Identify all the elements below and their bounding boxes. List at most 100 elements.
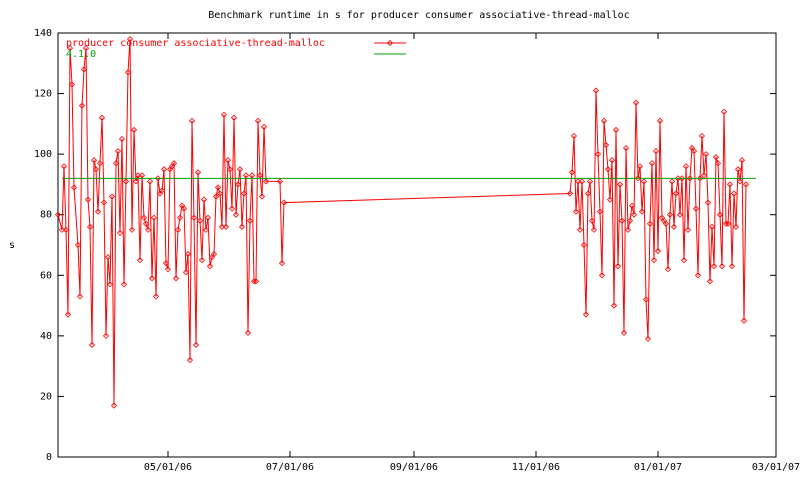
y-axis-label: s bbox=[9, 240, 15, 251]
point bbox=[96, 160, 104, 167]
point bbox=[204, 214, 212, 221]
point bbox=[670, 223, 678, 230]
point bbox=[100, 199, 108, 206]
point bbox=[196, 217, 204, 224]
point bbox=[194, 169, 202, 176]
point bbox=[576, 226, 584, 233]
point bbox=[668, 178, 676, 185]
point bbox=[102, 332, 110, 339]
point bbox=[700, 172, 708, 179]
point bbox=[740, 317, 748, 324]
point bbox=[716, 211, 724, 218]
point bbox=[644, 335, 652, 342]
point bbox=[726, 181, 734, 188]
point bbox=[184, 251, 192, 258]
point bbox=[142, 220, 150, 227]
point bbox=[262, 178, 270, 185]
point bbox=[620, 329, 628, 336]
point bbox=[148, 275, 156, 282]
point bbox=[114, 148, 122, 155]
point bbox=[136, 257, 144, 264]
x-tick-label: 11/01/06 bbox=[512, 462, 560, 473]
x-tick-label: 09/01/06 bbox=[390, 462, 438, 473]
point bbox=[596, 208, 604, 215]
y-tick-label: 140 bbox=[34, 28, 52, 39]
point bbox=[126, 35, 134, 43]
point bbox=[150, 214, 158, 221]
point bbox=[606, 196, 614, 203]
point bbox=[258, 193, 266, 200]
point bbox=[650, 257, 658, 264]
point bbox=[598, 272, 606, 279]
point bbox=[616, 181, 624, 188]
point bbox=[724, 220, 732, 227]
point bbox=[622, 145, 630, 152]
point bbox=[162, 260, 170, 267]
point bbox=[146, 178, 154, 185]
point bbox=[652, 148, 660, 155]
point bbox=[200, 196, 208, 203]
point bbox=[206, 263, 214, 270]
point bbox=[212, 193, 220, 200]
point bbox=[588, 217, 596, 224]
legend-label: producer consumer associative-thread-mal… bbox=[66, 38, 325, 49]
point bbox=[112, 160, 120, 167]
point bbox=[572, 208, 580, 215]
point bbox=[172, 275, 180, 282]
point bbox=[80, 66, 88, 73]
point bbox=[250, 278, 258, 285]
point bbox=[678, 175, 686, 182]
point bbox=[738, 157, 746, 164]
x-tick-label: 01/01/07 bbox=[634, 462, 682, 473]
point bbox=[104, 254, 112, 261]
point bbox=[714, 160, 722, 167]
point bbox=[210, 251, 218, 258]
point bbox=[568, 169, 576, 176]
point bbox=[718, 263, 726, 270]
point bbox=[664, 266, 672, 273]
x-tick-label: 03/01/07 bbox=[752, 462, 800, 473]
point bbox=[70, 184, 78, 191]
point bbox=[674, 175, 682, 182]
point bbox=[180, 205, 188, 212]
point bbox=[176, 214, 184, 221]
point bbox=[248, 172, 256, 179]
point bbox=[720, 108, 728, 115]
point bbox=[686, 175, 694, 182]
x-tick-label: 07/01/06 bbox=[266, 462, 314, 473]
point bbox=[640, 178, 648, 185]
point bbox=[86, 223, 94, 230]
point bbox=[602, 141, 610, 149]
y-tick-label: 0 bbox=[46, 452, 52, 463]
point bbox=[702, 151, 710, 158]
point bbox=[66, 45, 74, 52]
point bbox=[736, 178, 744, 185]
point bbox=[730, 190, 738, 197]
point bbox=[584, 190, 592, 197]
point bbox=[574, 178, 582, 185]
point bbox=[654, 247, 662, 255]
point bbox=[84, 196, 92, 203]
point bbox=[108, 193, 116, 200]
point bbox=[614, 263, 622, 270]
point bbox=[110, 402, 118, 409]
point bbox=[570, 132, 578, 140]
point bbox=[170, 160, 178, 167]
point bbox=[244, 329, 252, 336]
point bbox=[120, 281, 128, 288]
point bbox=[152, 293, 160, 300]
point bbox=[728, 263, 736, 270]
point bbox=[68, 81, 76, 88]
point bbox=[692, 205, 700, 212]
point bbox=[626, 217, 634, 224]
legend-label: 4.1.0 bbox=[66, 49, 96, 60]
point bbox=[236, 166, 244, 173]
point bbox=[94, 208, 102, 215]
legend-marker bbox=[386, 39, 394, 47]
point bbox=[690, 148, 698, 155]
point bbox=[224, 157, 232, 164]
point bbox=[646, 220, 654, 227]
point bbox=[132, 178, 140, 185]
